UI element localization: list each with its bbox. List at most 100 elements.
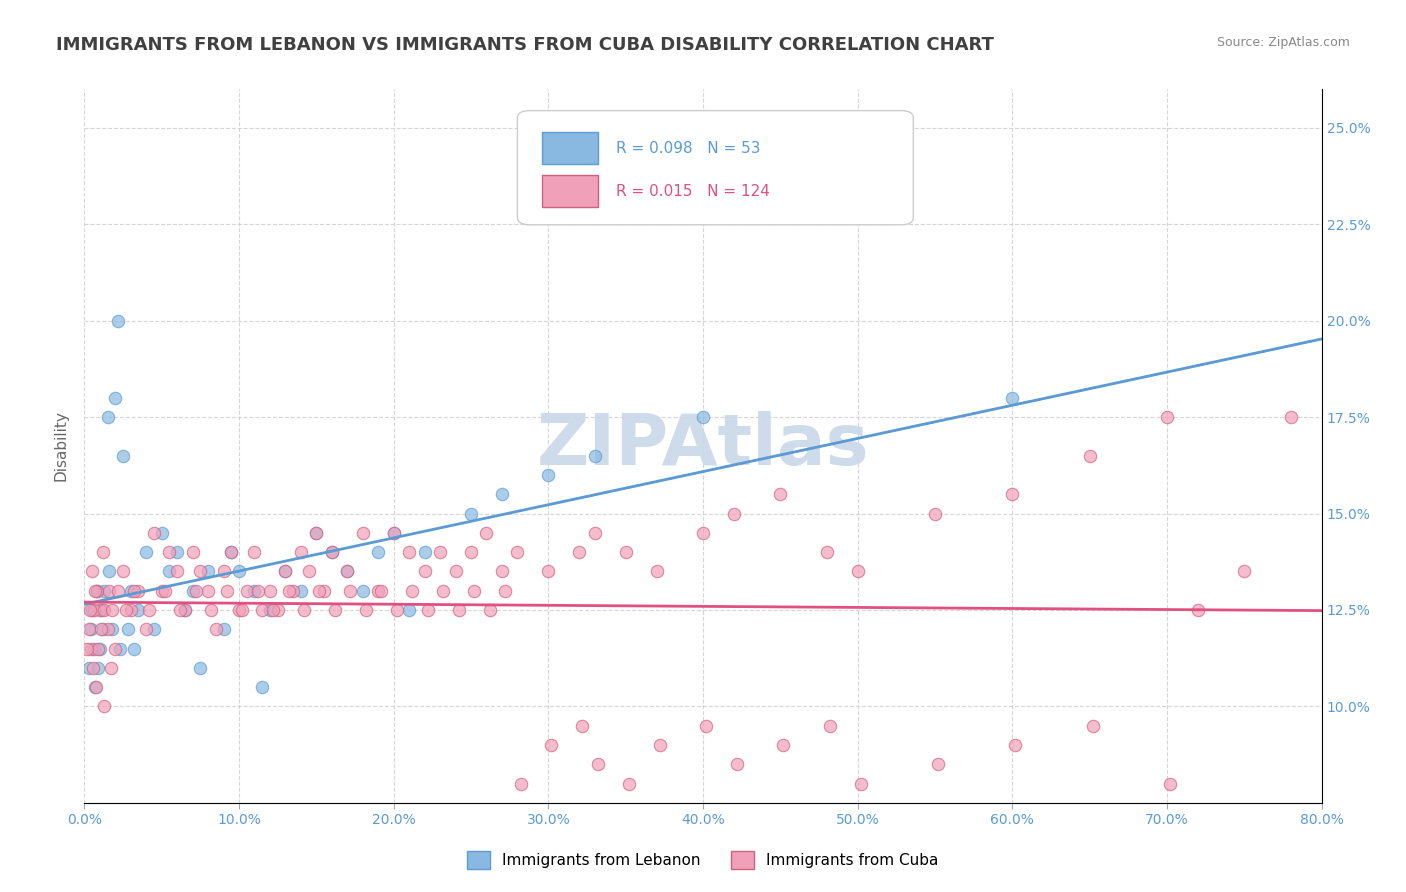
Point	[323, 603, 346, 617]
Point	[128, 603, 150, 617]
Point	[188, 661, 212, 675]
Point	[101, 603, 124, 617]
Point	[93, 583, 115, 598]
Point	[215, 583, 238, 598]
Point	[77, 661, 100, 675]
Point	[97, 410, 120, 425]
Point	[1078, 449, 1101, 463]
Point	[76, 641, 98, 656]
Point	[385, 603, 408, 617]
Point	[84, 680, 107, 694]
Legend: Immigrants from Lebanon, Immigrants from Cuba: Immigrants from Lebanon, Immigrants from…	[461, 845, 945, 875]
Point	[135, 622, 157, 636]
Point	[354, 603, 377, 617]
Point	[112, 565, 135, 579]
Point	[583, 449, 606, 463]
Point	[197, 565, 219, 579]
Point	[277, 583, 299, 598]
Text: R = 0.098   N = 53: R = 0.098 N = 53	[616, 141, 761, 156]
Point	[135, 545, 157, 559]
Point	[91, 622, 114, 636]
Bar	[543, 132, 598, 164]
Point	[221, 545, 243, 559]
Point	[169, 603, 191, 617]
Point	[314, 583, 336, 598]
Point	[274, 565, 297, 579]
Point	[571, 719, 593, 733]
Point	[93, 699, 115, 714]
Point	[84, 583, 107, 598]
Point	[252, 603, 274, 617]
Point	[150, 525, 173, 540]
Point	[491, 565, 513, 579]
Point	[120, 603, 142, 617]
Point	[120, 583, 142, 598]
Point	[174, 603, 197, 617]
Point	[259, 603, 281, 617]
Point	[478, 603, 501, 617]
Point	[82, 603, 104, 617]
Point	[228, 603, 250, 617]
Point	[107, 313, 129, 327]
Point	[413, 545, 436, 559]
Point	[494, 583, 516, 598]
Point	[292, 603, 315, 617]
Point	[89, 641, 111, 656]
Point	[540, 738, 562, 752]
Bar	[543, 175, 598, 207]
Point	[537, 565, 560, 579]
Point	[117, 622, 139, 636]
Point	[181, 583, 204, 598]
Point	[90, 622, 112, 636]
Point	[143, 525, 166, 540]
Point	[586, 757, 609, 772]
Point	[645, 565, 668, 579]
Point	[506, 545, 529, 559]
Point	[115, 603, 138, 617]
Point	[321, 545, 343, 559]
Point	[1233, 565, 1256, 579]
Point	[772, 738, 794, 752]
FancyBboxPatch shape	[517, 111, 914, 225]
Point	[98, 583, 121, 598]
Point	[398, 545, 420, 559]
Point	[475, 525, 498, 540]
Point	[184, 583, 207, 598]
Point	[429, 545, 451, 559]
Point	[382, 525, 405, 540]
Point	[79, 641, 101, 656]
Point	[648, 738, 671, 752]
Point	[1156, 410, 1178, 425]
Point	[290, 583, 312, 598]
Point	[112, 449, 135, 463]
Point	[181, 545, 204, 559]
Point	[101, 622, 124, 636]
Point	[1187, 603, 1209, 617]
Point	[166, 565, 188, 579]
Point	[108, 641, 131, 656]
Point	[212, 622, 235, 636]
Point	[447, 603, 470, 617]
Point	[228, 565, 250, 579]
Point	[90, 603, 112, 617]
Point	[290, 545, 312, 559]
Point	[197, 583, 219, 598]
Point	[104, 391, 127, 405]
Point	[352, 583, 374, 598]
Point	[367, 583, 389, 598]
Point	[1004, 738, 1026, 752]
Point	[298, 565, 321, 579]
Point	[370, 583, 392, 598]
Point	[849, 776, 872, 790]
Text: R = 0.015   N = 124: R = 0.015 N = 124	[616, 184, 770, 199]
Point	[432, 583, 454, 598]
Point	[614, 545, 637, 559]
Point	[339, 583, 361, 598]
Point	[128, 583, 150, 598]
Point	[143, 622, 166, 636]
Point	[1001, 391, 1024, 405]
Point	[79, 622, 101, 636]
Point	[617, 776, 640, 790]
Point	[138, 603, 160, 617]
Point	[122, 583, 145, 598]
